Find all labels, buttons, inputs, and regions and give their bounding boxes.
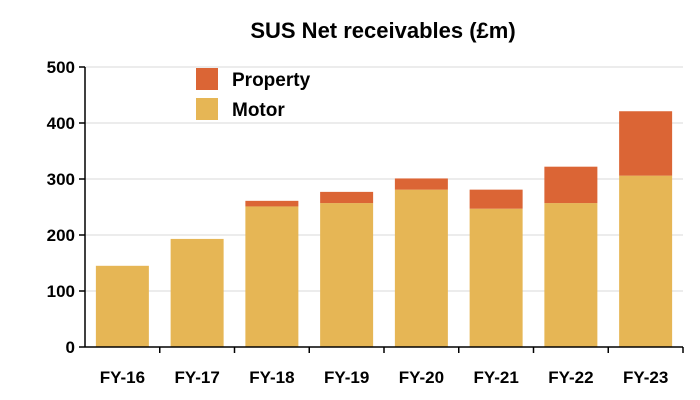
x-tick-label: FY-20 xyxy=(399,368,444,387)
bar-group xyxy=(95,111,673,347)
bar-property-fy-21 xyxy=(469,189,523,209)
y-tick-label: 200 xyxy=(47,226,75,245)
bar-motor-fy-19 xyxy=(320,203,374,347)
legend: Property Motor xyxy=(196,68,311,121)
x-axis-ticks: FY-16 FY-17 FY-18 FY-19 FY-20 FY-21 FY-22 FY-23 xyxy=(100,347,684,387)
bar-motor-fy-17 xyxy=(170,238,224,347)
legend-swatch-property xyxy=(196,68,218,90)
x-tick-label: FY-18 xyxy=(249,368,294,387)
bar-property-fy-19 xyxy=(320,191,374,204)
bar-motor-fy-21 xyxy=(469,208,523,347)
y-tick-label: 300 xyxy=(47,170,75,189)
bar-motor-fy-18 xyxy=(245,206,299,347)
x-tick-label: FY-21 xyxy=(473,368,518,387)
legend-label-property: Property xyxy=(232,70,311,91)
bar-property-fy-23 xyxy=(619,111,673,176)
bar-property-fy-22 xyxy=(544,166,598,204)
y-tick-label: 100 xyxy=(47,282,75,301)
legend-label-motor: Motor xyxy=(232,100,285,121)
y-tick-label: 400 xyxy=(47,114,75,133)
y-tick-label: 500 xyxy=(47,58,75,77)
bar-motor-fy-16 xyxy=(95,265,149,347)
bar-motor-fy-22 xyxy=(544,203,598,347)
x-tick-label: FY-22 xyxy=(548,368,593,387)
y-axis-ticks: 0 100 200 300 400 500 xyxy=(47,58,85,357)
bar-motor-fy-23 xyxy=(619,175,673,347)
bar-motor-fy-20 xyxy=(394,189,448,347)
legend-swatch-motor xyxy=(196,98,218,120)
x-tick-label: FY-17 xyxy=(174,368,219,387)
chart-title: SUS Net receivables (£m) xyxy=(250,18,515,43)
x-tick-label: FY-19 xyxy=(324,368,369,387)
bar-property-fy-20 xyxy=(394,178,448,190)
x-tick-label: FY-23 xyxy=(623,368,668,387)
y-tick-label: 0 xyxy=(66,338,75,357)
bar-property-fy-18 xyxy=(245,200,299,207)
x-tick-label: FY-16 xyxy=(100,368,145,387)
